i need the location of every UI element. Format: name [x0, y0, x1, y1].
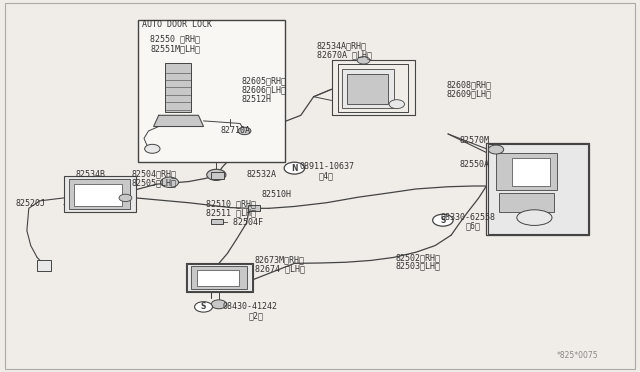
Circle shape: [145, 144, 160, 153]
Text: 82605〈RH〉: 82605〈RH〉: [242, 77, 287, 86]
Bar: [342, 69, 394, 108]
Text: 82510H: 82510H: [261, 190, 291, 199]
Polygon shape: [154, 115, 204, 126]
Text: 82570M: 82570M: [460, 136, 490, 145]
Text: 82606〈LH〉: 82606〈LH〉: [242, 86, 287, 94]
Text: 82674 〈LH〉: 82674 〈LH〉: [255, 264, 305, 273]
Text: 82534A〈RH〉: 82534A〈RH〉: [317, 41, 367, 50]
Text: 82609〈LH〉: 82609〈LH〉: [447, 89, 492, 98]
Text: 82502〈RH〉: 82502〈RH〉: [396, 253, 440, 262]
Text: N: N: [291, 164, 298, 173]
Circle shape: [195, 302, 212, 312]
Text: 82503〈LH〉: 82503〈LH〉: [396, 262, 440, 270]
Text: 82520J: 82520J: [16, 199, 46, 208]
Text: 08911-10637: 08911-10637: [300, 162, 355, 171]
Text: 82710A: 82710A: [221, 126, 251, 135]
Text: S: S: [440, 216, 445, 225]
Text: 82550 〈RH〉: 82550 〈RH〉: [150, 35, 200, 44]
Text: — 82504F: — 82504F: [223, 218, 262, 227]
Text: *825*0075: *825*0075: [557, 351, 598, 360]
Text: 82550A: 82550A: [460, 160, 490, 169]
Circle shape: [207, 169, 226, 180]
Bar: [64, 176, 136, 212]
Bar: [211, 172, 224, 179]
Text: 82532A: 82532A: [246, 170, 276, 179]
Bar: [211, 219, 223, 224]
Bar: [248, 205, 260, 211]
Circle shape: [433, 214, 453, 226]
Bar: [496, 153, 557, 190]
Text: S: S: [201, 302, 206, 311]
Bar: [488, 144, 588, 234]
Text: 82608〈RH〉: 82608〈RH〉: [447, 80, 492, 89]
Text: 82670A 〈LH〉: 82670A 〈LH〉: [317, 51, 372, 60]
Circle shape: [357, 57, 370, 64]
Circle shape: [119, 194, 132, 202]
Text: 〈6〉: 〈6〉: [466, 222, 481, 231]
Text: 〈4〉: 〈4〉: [319, 171, 333, 180]
Circle shape: [161, 177, 179, 187]
Bar: [191, 266, 247, 289]
Text: 82510 〈RH〉: 82510 〈RH〉: [206, 199, 256, 208]
Bar: [512, 158, 550, 186]
Circle shape: [238, 127, 251, 135]
Bar: [187, 264, 252, 291]
Text: 82551M〈LH〉: 82551M〈LH〉: [150, 45, 200, 54]
Text: 82505〈LH〉: 82505〈LH〉: [131, 179, 176, 187]
Text: 08430-41242: 08430-41242: [223, 302, 278, 311]
Circle shape: [211, 300, 227, 309]
Text: 82504〈RH〉: 82504〈RH〉: [131, 170, 176, 179]
Text: 82534B: 82534B: [76, 170, 106, 179]
Circle shape: [488, 145, 504, 154]
Text: 08330-62558: 08330-62558: [440, 213, 495, 222]
Bar: [37, 260, 51, 271]
Bar: [69, 179, 130, 209]
Text: 〈2〉: 〈2〉: [248, 311, 263, 320]
Circle shape: [284, 162, 305, 174]
Bar: [499, 193, 554, 212]
Circle shape: [389, 100, 404, 109]
Bar: [197, 270, 239, 286]
Ellipse shape: [517, 210, 552, 225]
Text: 82511 〈LH〉: 82511 〈LH〉: [206, 208, 256, 217]
Bar: [165, 63, 191, 112]
Bar: [74, 184, 122, 206]
Bar: [138, 20, 285, 162]
Text: AUTO DOOR LOCK: AUTO DOOR LOCK: [142, 20, 212, 29]
Bar: [347, 74, 388, 104]
Text: 82512H: 82512H: [242, 95, 272, 104]
Text: 82673M〈RH〉: 82673M〈RH〉: [255, 255, 305, 264]
